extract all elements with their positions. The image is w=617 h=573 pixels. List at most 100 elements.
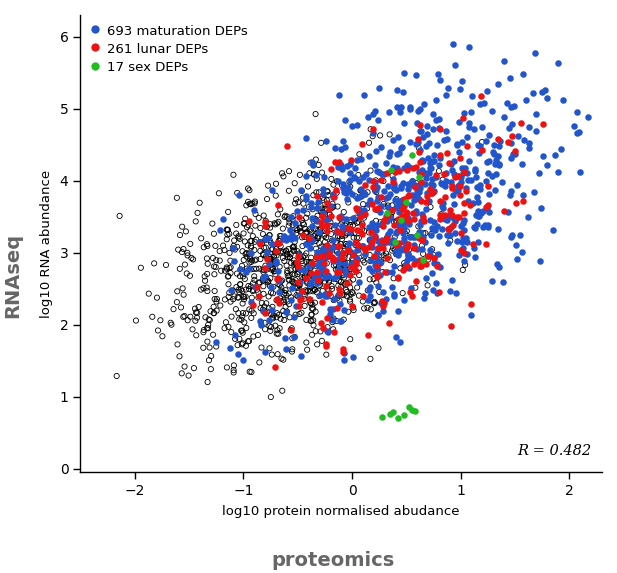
- Point: [426, 163, 436, 172]
- Point: [482, 158, 492, 167]
- Point: [267, 282, 276, 292]
- Point: [307, 237, 317, 246]
- Point: [408, 209, 418, 218]
- Point: [523, 213, 533, 222]
- Point: [399, 178, 408, 187]
- Point: [317, 256, 326, 265]
- Point: [358, 199, 368, 209]
- Point: [265, 326, 275, 335]
- Point: [275, 277, 284, 286]
- Point: [339, 349, 349, 358]
- Point: [556, 145, 566, 154]
- Point: [144, 289, 154, 298]
- Point: [276, 242, 286, 251]
- Point: [215, 226, 225, 235]
- Point: [255, 238, 265, 247]
- Point: [431, 116, 441, 125]
- Point: [360, 245, 370, 254]
- Point: [409, 195, 419, 205]
- Point: [423, 121, 433, 130]
- Point: [302, 249, 312, 258]
- Point: [382, 211, 392, 220]
- Point: [307, 235, 317, 244]
- Point: [515, 230, 525, 240]
- Point: [326, 218, 336, 227]
- Point: [416, 170, 426, 179]
- Point: [336, 211, 346, 220]
- Point: [223, 272, 233, 281]
- Point: [315, 292, 325, 301]
- Point: [265, 315, 275, 324]
- Point: [247, 256, 257, 265]
- Point: [331, 228, 341, 237]
- Point: [355, 227, 365, 236]
- Point: [400, 245, 410, 254]
- Point: [421, 205, 431, 214]
- Point: [325, 210, 334, 219]
- Point: [340, 221, 350, 230]
- Point: [313, 231, 323, 241]
- Point: [307, 300, 317, 309]
- Point: [395, 264, 405, 273]
- Point: [310, 307, 320, 316]
- Point: [249, 309, 259, 318]
- Point: [255, 304, 265, 313]
- Point: [421, 238, 431, 247]
- Point: [407, 177, 417, 186]
- Point: [405, 233, 415, 242]
- Point: [364, 263, 374, 272]
- Point: [332, 238, 342, 247]
- Point: [255, 316, 265, 325]
- Point: [399, 164, 408, 173]
- Point: [548, 226, 558, 235]
- Point: [294, 309, 304, 319]
- Point: [191, 308, 201, 317]
- Point: [295, 223, 305, 232]
- Point: [305, 226, 315, 235]
- Point: [254, 291, 264, 300]
- Point: [399, 224, 409, 233]
- Point: [223, 322, 233, 331]
- Point: [178, 312, 188, 321]
- Point: [199, 284, 209, 293]
- Point: [341, 285, 351, 295]
- Point: [503, 138, 513, 147]
- Point: [349, 305, 358, 315]
- Point: [507, 119, 517, 128]
- Point: [286, 325, 296, 335]
- Point: [234, 190, 244, 199]
- Point: [484, 130, 494, 139]
- Point: [382, 253, 392, 262]
- Point: [473, 198, 483, 207]
- Point: [454, 147, 464, 156]
- Point: [531, 109, 540, 118]
- Point: [348, 352, 358, 362]
- Point: [398, 88, 408, 97]
- Point: [372, 205, 382, 214]
- Point: [289, 260, 299, 269]
- Point: [365, 291, 375, 300]
- Point: [243, 337, 253, 346]
- Point: [246, 243, 256, 252]
- Point: [302, 240, 312, 249]
- Point: [412, 191, 422, 201]
- Point: [246, 282, 256, 291]
- Point: [175, 264, 184, 273]
- Point: [279, 231, 289, 241]
- Point: [489, 140, 499, 150]
- Point: [246, 298, 256, 307]
- Point: [524, 138, 534, 147]
- Point: [291, 258, 300, 268]
- Point: [421, 274, 431, 283]
- Point: [315, 277, 325, 286]
- Point: [202, 269, 212, 278]
- Point: [450, 173, 460, 182]
- Point: [331, 261, 341, 270]
- Point: [394, 250, 404, 259]
- Point: [309, 170, 319, 179]
- Point: [265, 257, 275, 266]
- Point: [493, 151, 503, 160]
- Point: [309, 202, 319, 211]
- Point: [318, 286, 328, 296]
- Point: [395, 198, 405, 207]
